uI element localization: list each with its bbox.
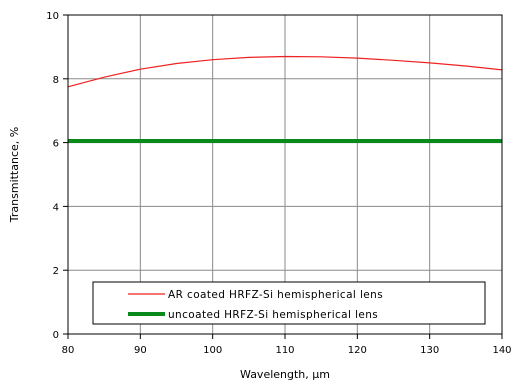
legend-label-2: uncoated HRFZ-Si hemispherical lens — [168, 309, 378, 321]
x-tick-label: 140 — [492, 345, 511, 356]
y-tick-label: 8 — [53, 75, 59, 86]
y-tick-label: 4 — [53, 202, 59, 213]
y-axis-label: Transmittance, % — [8, 127, 21, 223]
y-tick-label: 6 — [53, 139, 59, 150]
y-tick-label: 0 — [53, 330, 59, 341]
series-group — [67, 55, 503, 143]
y-tick-label: 2 — [53, 266, 59, 277]
x-tick-label: 80 — [62, 345, 75, 356]
legend-label-1: AR coated HRFZ-Si hemispherical lens — [168, 289, 383, 301]
legend: AR coated HRFZ-Si hemispherical lens unco… — [92, 281, 486, 325]
legend-box — [92, 281, 486, 325]
x-tick-label: 130 — [420, 345, 439, 356]
grid-lines — [68, 15, 502, 334]
x-axis-label: Wavelength, µm — [240, 368, 330, 381]
x-tick-label: 110 — [275, 345, 294, 356]
x-tick-label: 90 — [134, 345, 147, 356]
x-tick-label: 120 — [348, 345, 367, 356]
series-line-1 — [67, 55, 503, 88]
x-tick-label: 100 — [203, 345, 222, 356]
y-tick-label: 10 — [46, 11, 59, 22]
ticks: 80 90 100 110 120 130 140 0 2 4 6 8 10 — [46, 11, 511, 356]
